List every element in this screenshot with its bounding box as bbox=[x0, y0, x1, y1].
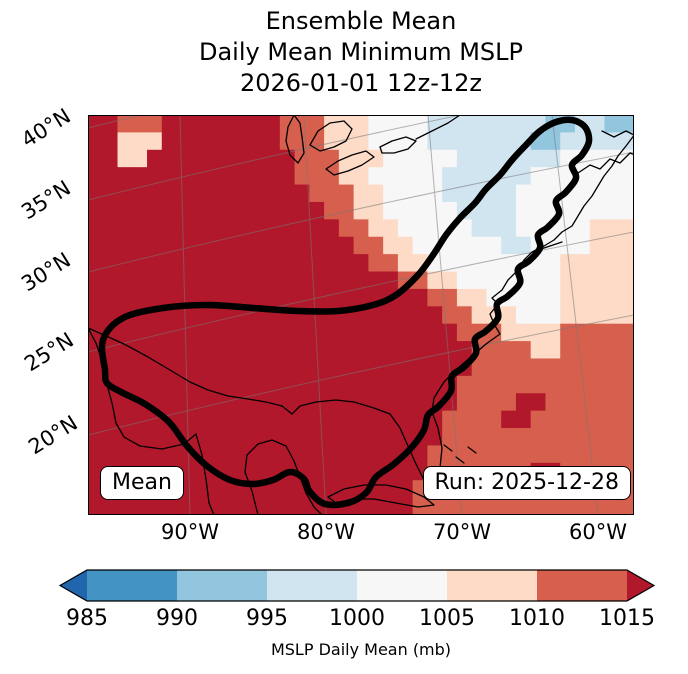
colorbar bbox=[58, 569, 656, 602]
colorbar-segment bbox=[177, 570, 268, 601]
y-tick-label: 30°N bbox=[17, 247, 75, 297]
y-tick-label: 20°N bbox=[24, 410, 82, 460]
colorbar-tick-label: 990 bbox=[156, 606, 198, 631]
colorbar-tick-label: 995 bbox=[246, 606, 288, 631]
colorbar-tick-label: 1005 bbox=[419, 606, 475, 631]
colorbar-tick-label: 1000 bbox=[329, 606, 385, 631]
y-tick-label: 35°N bbox=[17, 175, 75, 225]
colorbar-under-arrow bbox=[60, 570, 87, 601]
colorbar-segment bbox=[87, 570, 178, 601]
x-tick-label: 70°W bbox=[433, 520, 491, 544]
colorbar-segment bbox=[447, 570, 538, 601]
chart-title: Ensemble Mean Daily Mean Minimum MSLP 20… bbox=[88, 6, 634, 99]
colorbar-tick-label: 1010 bbox=[509, 606, 565, 631]
colorbar-outline bbox=[58, 569, 656, 602]
model-run-label: Run: 2025-12-28 bbox=[422, 466, 631, 500]
x-tick-label: 80°W bbox=[297, 520, 355, 544]
mslp-fill-layer bbox=[88, 115, 634, 515]
map-plot: Mean Run: 2025-12-28 bbox=[88, 115, 634, 515]
map-border bbox=[88, 115, 634, 515]
colorbar-tick-label: 1015 bbox=[599, 606, 655, 631]
title-line-3: 2026-01-01 12z-12z bbox=[239, 69, 483, 97]
y-tick-label: 40°N bbox=[17, 103, 75, 153]
title-line-2: Daily Mean Minimum MSLP bbox=[198, 38, 523, 66]
ensemble-member-label: Mean bbox=[100, 466, 184, 500]
x-tick-label: 90°W bbox=[161, 520, 219, 544]
colorbar-label: MSLP Daily Mean (mb) bbox=[270, 640, 452, 659]
mslp-map bbox=[88, 115, 634, 515]
colorbar-segment bbox=[537, 570, 628, 601]
colorbar-tick-label: 985 bbox=[66, 606, 108, 631]
title-line-1: Ensemble Mean bbox=[265, 7, 457, 35]
highlight-contour bbox=[98, 116, 593, 509]
colorbar-segment bbox=[267, 570, 358, 601]
colorbar-segment bbox=[357, 570, 448, 601]
x-tick-label: 60°W bbox=[569, 520, 627, 544]
colorbar-over-arrow bbox=[627, 570, 654, 601]
y-tick-label: 25°N bbox=[20, 327, 78, 377]
